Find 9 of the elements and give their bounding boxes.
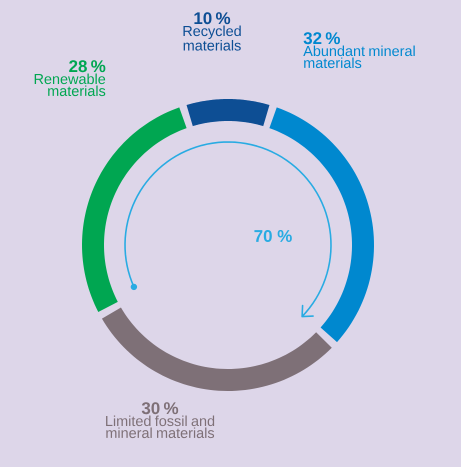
data-label: 28 % [69,60,106,72]
data-label: 10 % [194,12,230,24]
slice-label: Abundant mineral materials [303,46,415,68]
slice-label: Limited fossil and mineral materials [106,416,214,438]
slice-label: Renewable materials [34,74,106,96]
data-label: 32 % [304,32,340,44]
slice-label: Recycled materials [183,26,241,51]
data-label: 30 % [142,402,178,414]
text: 70 % [254,230,292,242]
